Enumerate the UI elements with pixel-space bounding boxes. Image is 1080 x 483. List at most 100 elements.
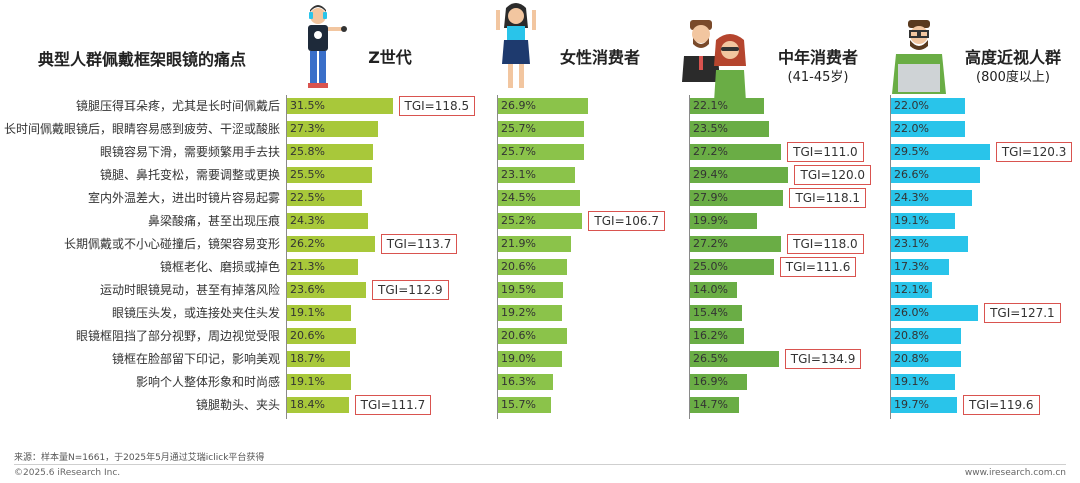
bar-middle: 14.0% (690, 282, 737, 298)
bar-middle: 27.2% (690, 144, 782, 160)
genz-person-illustration (308, 5, 347, 88)
bar-female: 16.3% (498, 374, 553, 390)
bar-middle: 16.9% (690, 374, 747, 390)
bar-myopia: 17.3% (891, 259, 949, 275)
tgi-label-middle: TGI=118.1 (789, 188, 867, 208)
bar-myopia: 29.5% (891, 144, 990, 160)
bar-female: 19.2% (498, 305, 563, 321)
bar-genz: 27.3% (287, 121, 379, 137)
bar-female: 19.5% (498, 282, 564, 298)
bar-myopia: 19.1% (891, 213, 955, 229)
bar-middle: 15.4% (690, 305, 742, 321)
bar-middle: 26.5% (690, 351, 779, 367)
website-url: www.iresearch.com.cn (964, 468, 1066, 478)
bar-female: 23.1% (498, 167, 576, 183)
tgi-label-genz: TGI=113.7 (380, 234, 458, 254)
bar-female: 20.6% (498, 259, 567, 275)
column-subtitle: (800度以上) (976, 70, 1050, 85)
tgi-label-middle: TGI=134.9 (784, 349, 862, 369)
row-label: 室内外温差大，进出时镜片容易起雾 (87, 191, 280, 205)
bar-myopia: 23.1% (891, 236, 969, 252)
bar-middle: 27.2% (690, 236, 782, 252)
bar-genz: 20.6% (287, 328, 356, 344)
row-label: 镜腿、鼻托变松，需要调整或更换 (99, 168, 280, 182)
row-label: 影响个人整体形象和时尚感 (135, 375, 280, 389)
bar-myopia: 19.1% (891, 374, 955, 390)
row-label: 镜腿勒头、夹头 (195, 398, 280, 412)
female-person-illustration (496, 3, 536, 88)
bar-myopia: 22.0% (891, 98, 965, 114)
bar-middle: 23.5% (690, 121, 769, 137)
bar-genz: 23.6% (287, 282, 367, 298)
bar-myopia: 19.7% (891, 397, 957, 413)
column-header-female: 女性消费者 (540, 48, 660, 68)
row-label: 鼻梁酸痛，甚至出现压痕 (147, 214, 280, 228)
row-label: 运动时眼镜晃动，甚至有掉落风险 (99, 283, 280, 297)
column-header-genz: Z世代 (330, 48, 450, 68)
column-title: 女性消费者 (559, 48, 640, 67)
bar-middle: 19.9% (690, 213, 757, 229)
bar-genz: 25.8% (287, 144, 374, 160)
bar-genz: 24.3% (287, 213, 369, 229)
axis-line-genz (286, 95, 287, 419)
tgi-label-genz: TGI=118.5 (398, 96, 476, 116)
bar-genz: 19.1% (287, 374, 351, 390)
bar-middle: 27.9% (690, 190, 784, 206)
bar-female: 25.2% (498, 213, 583, 229)
tgi-label-genz: TGI=112.9 (372, 280, 449, 300)
footer-divider (14, 464, 1066, 465)
tgi-label-myopia: TGI=127.1 (984, 303, 1061, 323)
bar-female: 26.9% (498, 98, 589, 114)
bar-female: 25.7% (498, 144, 585, 160)
column-subtitle: (41-45岁) (787, 70, 849, 85)
copyright: ©2025.6 iResearch Inc. (14, 468, 121, 478)
tgi-label-middle: TGI=111.0 (787, 142, 864, 162)
myopia-person-illustration (892, 20, 946, 94)
bar-middle: 25.0% (690, 259, 774, 275)
bar-myopia: 20.8% (891, 351, 961, 367)
bar-myopia: 22.0% (891, 121, 965, 137)
bar-female: 25.7% (498, 121, 585, 137)
bar-middle: 22.1% (690, 98, 765, 114)
column-header-middle: 中年消费者 (41-45岁) (748, 48, 888, 88)
bar-genz: 26.2% (287, 236, 375, 252)
bar-genz: 21.3% (287, 259, 359, 275)
column-header-myopia: 高度近视人群 (800度以上) (948, 48, 1078, 88)
bar-myopia: 26.6% (891, 167, 981, 183)
middle-aged-couple-illustration (682, 20, 746, 102)
bar-middle: 29.4% (690, 167, 789, 183)
chart-title: 典型人群佩戴框架眼镜的痛点 (38, 50, 247, 69)
bar-middle: 14.7% (690, 397, 740, 413)
row-label: 眼镜压头发，或连接处夹住头发 (111, 306, 280, 320)
bar-female: 19.0% (498, 351, 562, 367)
column-title: 高度近视人群 (964, 48, 1061, 67)
tgi-label-myopia: TGI=119.6 (962, 395, 1040, 415)
bar-female: 21.9% (498, 236, 572, 252)
row-label: 镜框在脸部留下印记，影响美观 (111, 352, 280, 366)
tgi-label-female: TGI=106.7 (588, 211, 665, 231)
source-note: 来源：样本量N=1661，于2025年5月通过艾瑞iclick平台获得 (14, 453, 265, 463)
bar-myopia: 26.0% (891, 305, 979, 321)
row-label: 长期佩戴或不小心碰撞后，镜架容易变形 (63, 237, 280, 251)
row-label: 镜框老化、磨损或掉色 (159, 260, 280, 274)
tgi-label-middle: TGI=120.0 (794, 165, 872, 185)
tgi-label-middle: TGI=111.6 (779, 257, 857, 277)
bar-myopia: 20.8% (891, 328, 961, 344)
bar-female: 20.6% (498, 328, 567, 344)
bar-myopia: 24.3% (891, 190, 973, 206)
axis-line-myopia (890, 95, 891, 419)
bar-middle: 16.2% (690, 328, 745, 344)
column-title: 中年消费者 (777, 48, 858, 67)
row-label: 长时间佩戴眼镜后，眼睛容易感到疲劳、干涩或酸胀 (3, 122, 280, 136)
tgi-label-middle: TGI=118.0 (787, 234, 864, 254)
row-label: 眼镜框阻挡了部分视野，周边视觉受限 (75, 329, 280, 343)
axis-line-middle (689, 95, 690, 419)
bar-female: 24.5% (498, 190, 581, 206)
bar-female: 15.7% (498, 397, 551, 413)
bar-genz: 25.5% (287, 167, 373, 183)
bar-myopia: 12.1% (891, 282, 932, 298)
axis-line-female (497, 95, 498, 419)
tgi-label-genz: TGI=111.7 (354, 395, 432, 415)
row-label: 眼镜容易下滑，需要频繁用手去扶 (99, 145, 280, 159)
row-label: 镜腿压得耳朵疼，尤其是长时间佩戴后 (75, 99, 280, 113)
